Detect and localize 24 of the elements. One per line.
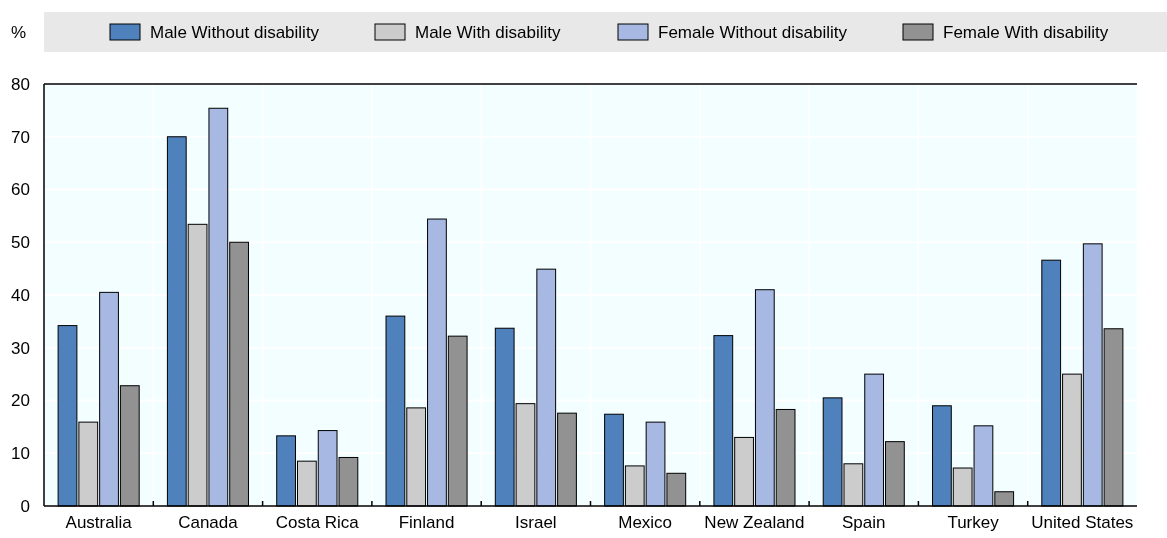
y-tick-label: 10 xyxy=(11,444,30,464)
y-tick-label: 70 xyxy=(11,127,30,147)
y-tick-label: 40 xyxy=(11,285,30,305)
y-tick-label: 80 xyxy=(11,74,30,94)
y-tick-label: 0 xyxy=(20,496,30,516)
legend-label: Female With disability xyxy=(943,22,1109,42)
y-tick-label: 30 xyxy=(11,338,30,358)
y-tick-label: 20 xyxy=(11,391,30,411)
x-tick-label: New Zealand xyxy=(704,513,805,532)
x-tick-label: Australia xyxy=(65,513,133,532)
x-tick-label: Turkey xyxy=(947,513,1000,532)
x-tick-label: Finland xyxy=(398,513,455,532)
x-tick-label: United States xyxy=(1031,513,1134,532)
legend-label: Male With disability xyxy=(415,22,561,42)
x-tick-label: Costa Rica xyxy=(275,513,360,532)
y-tick-label: 60 xyxy=(11,180,30,200)
x-tick-label: Spain xyxy=(842,513,886,532)
y-axis-title: % xyxy=(11,23,27,42)
x-tick-label: Mexico xyxy=(618,513,673,532)
x-tick-label: Israel xyxy=(515,513,557,532)
x-tick-label: Canada xyxy=(178,513,239,532)
y-tick-label: 50 xyxy=(11,233,30,253)
legend-label: Male Without disability xyxy=(150,22,320,42)
legend-label: Female Without disability xyxy=(658,22,848,42)
